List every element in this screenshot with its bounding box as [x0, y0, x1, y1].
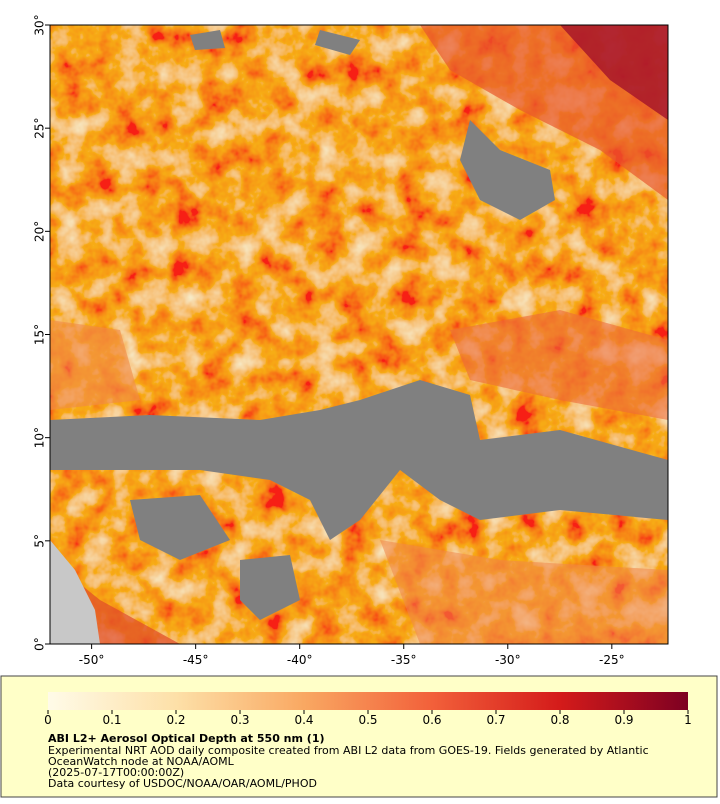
colorbar-tick-label: 0.1 — [102, 713, 121, 727]
y-tick-label: 5° — [33, 534, 47, 548]
colorbar-tick-label: 1 — [684, 713, 692, 727]
caption-line: Data courtesy of USDOC/NOAA/OAR/AOML/PHO… — [48, 777, 317, 790]
map-raster — [50, 25, 668, 644]
y-tick-label: 25° — [33, 118, 47, 139]
y-tick-label: 20° — [33, 221, 47, 242]
x-tick-label: -50° — [79, 653, 105, 667]
x-tick-label: -35° — [391, 653, 417, 667]
colorbar — [48, 692, 688, 710]
x-tick-label: -40° — [287, 653, 313, 667]
colorbar-tick-label: 0.8 — [550, 713, 569, 727]
caption-line: (2025-07-17T00:00:00Z) — [48, 766, 184, 779]
y-tick-label: 10° — [33, 427, 47, 448]
colorbar-tick-label: 0.7 — [486, 713, 505, 727]
caption-line: Experimental NRT AOD daily composite cre… — [48, 744, 649, 757]
colorbar-tick-label: 0.6 — [422, 713, 441, 727]
caption-line: OceanWatch node at NOAA/AOML — [48, 755, 235, 768]
y-tick-label: 15° — [33, 324, 47, 345]
colorbar-tick-label: 0.5 — [358, 713, 377, 727]
x-tick-label: -25° — [599, 653, 625, 667]
y-tick-label: 0° — [33, 637, 47, 651]
caption-title: ABI L2+ Aerosol Optical Depth at 550 nm … — [48, 732, 325, 745]
x-tick-label: -30° — [495, 653, 521, 667]
colorbar-tick-label: 0.9 — [614, 713, 633, 727]
colorbar-tick-label: 0.3 — [230, 713, 249, 727]
y-tick-label: 30° — [33, 14, 47, 35]
x-tick-label: -45° — [183, 653, 209, 667]
colorbar-tick-label: 0.2 — [166, 713, 185, 727]
colorbar-tick-label: 0 — [44, 713, 52, 727]
colorbar-tick-label: 0.4 — [294, 713, 313, 727]
